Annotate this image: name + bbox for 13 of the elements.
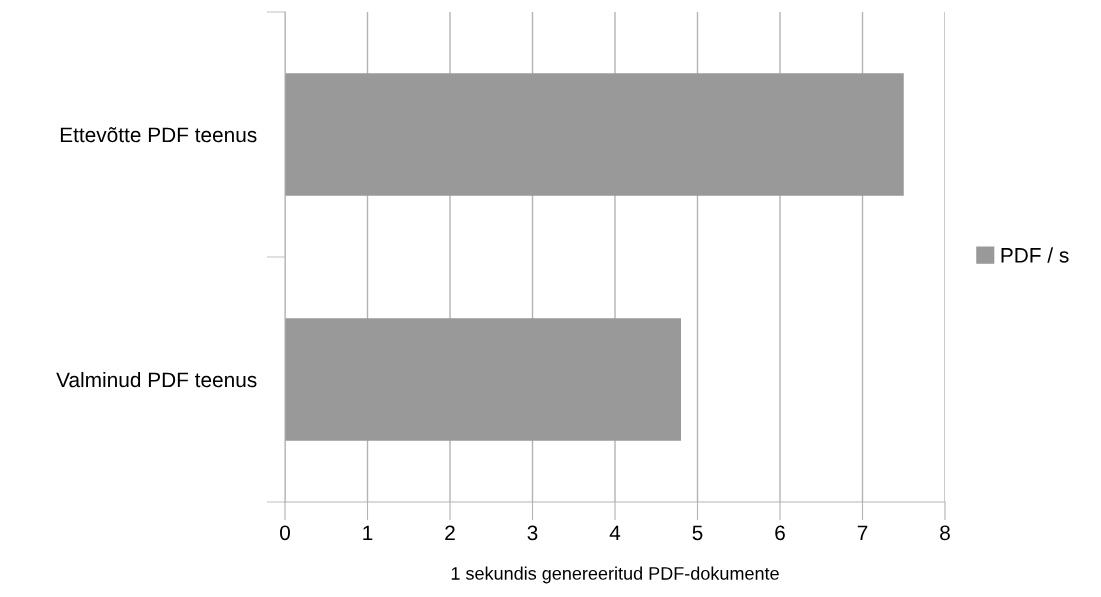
x-tick-label: 3 [527, 525, 538, 541]
x-tick-label: 7 [857, 525, 868, 541]
x-tick-label: 0 [280, 525, 290, 541]
x-tick-label: 1 [363, 525, 373, 541]
x-tick-label: 6 [775, 525, 785, 541]
x-tick-label: 2 [445, 525, 455, 541]
x-axis-title: 1 sekundis genereeritud PDF-dokumente [451, 566, 779, 584]
legend-label: PDF / s [1001, 247, 1069, 263]
y-tick-label: Ettevõtte PDF teenus [60, 127, 257, 143]
x-tick-label: 8 [940, 525, 950, 541]
x-tick-label: 4 [609, 525, 621, 541]
x-tick-label: 5 [692, 525, 703, 541]
y-tick-label: Valminud PDF teenus [56, 371, 257, 388]
